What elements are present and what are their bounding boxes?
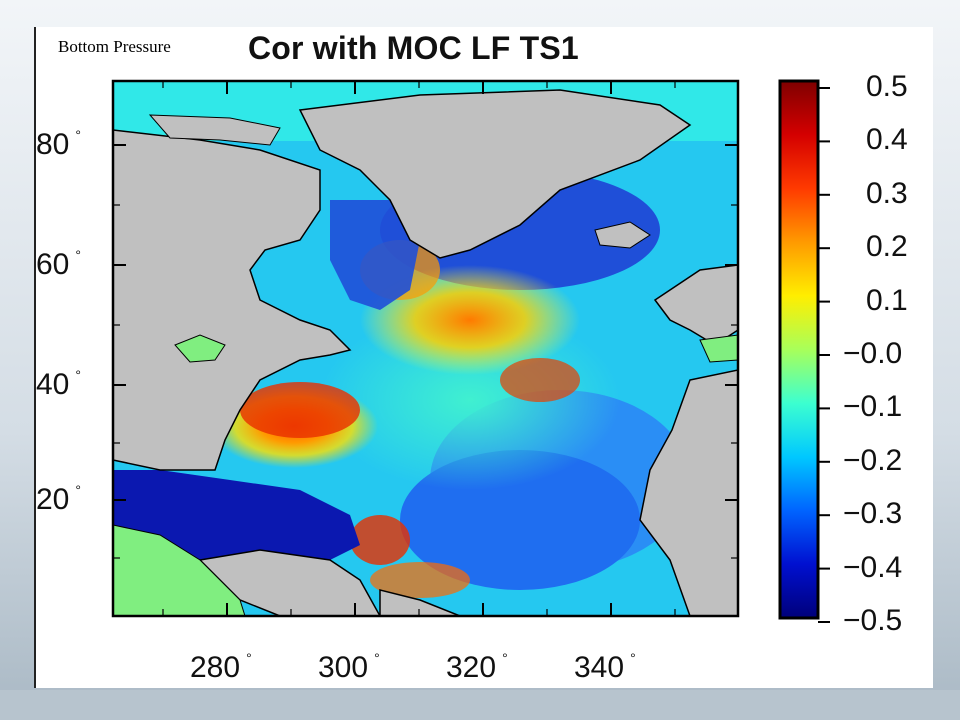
mediterranean-green: [699, 334, 738, 363]
colorbar-label: −0.5: [843, 604, 903, 637]
lat-label-20: 20 °: [36, 482, 81, 516]
iceland: [594, 221, 651, 249]
axis-minor-ticks: [113, 81, 738, 616]
azores-anomaly: [500, 358, 580, 402]
lon-label-280: 280 °: [190, 650, 252, 684]
colorbar-label: −0.0: [843, 337, 903, 370]
lat-label-80: 80 °: [36, 127, 81, 161]
great-lakes: [174, 334, 226, 363]
map-frame: [111, 79, 740, 618]
colorbar-label: 0.5: [866, 70, 908, 103]
canadian-archipelago: [148, 114, 281, 146]
colorbar-label: −0.4: [843, 550, 903, 584]
colorbar-label: 0.1: [866, 283, 908, 317]
lon-label-340: 340 °: [574, 650, 636, 684]
gulf-of-mexico: [113, 470, 360, 560]
colorbar-ticks: [818, 87, 830, 623]
greenland: [298, 89, 692, 259]
lon-label-320: 320 °: [446, 650, 508, 684]
lat-label-60: 60 °: [36, 247, 81, 281]
colorbar-label: 0.2: [866, 230, 908, 264]
south-anomaly: [370, 562, 470, 598]
colorbar-label: 0.3: [866, 176, 908, 210]
south-america: [379, 589, 461, 616]
caption-label: Bottom Pressure: [56, 37, 173, 57]
lon-label-300: 300 °: [318, 650, 380, 684]
gulf-stream-core: [240, 382, 360, 438]
caribbean-anomaly: [350, 515, 410, 565]
north-america: [113, 129, 352, 471]
colorbar-label: 0.4: [866, 123, 908, 157]
colorbar-label: −0.2: [843, 443, 903, 477]
iberia-africa: [639, 369, 738, 616]
map-title: Cor with MOC LF TS1: [248, 30, 579, 66]
lat-label-40: 40 °: [36, 367, 81, 401]
labrador-sea: [330, 200, 420, 310]
colorbar: [778, 79, 820, 620]
colorbar-label: −0.3: [843, 497, 903, 531]
colorbar-label: −0.1: [843, 390, 903, 424]
panel-left-rule: [34, 27, 36, 688]
pacific-land-green: [113, 524, 246, 616]
axis-ticks: [113, 81, 738, 616]
central-america: [198, 549, 381, 616]
